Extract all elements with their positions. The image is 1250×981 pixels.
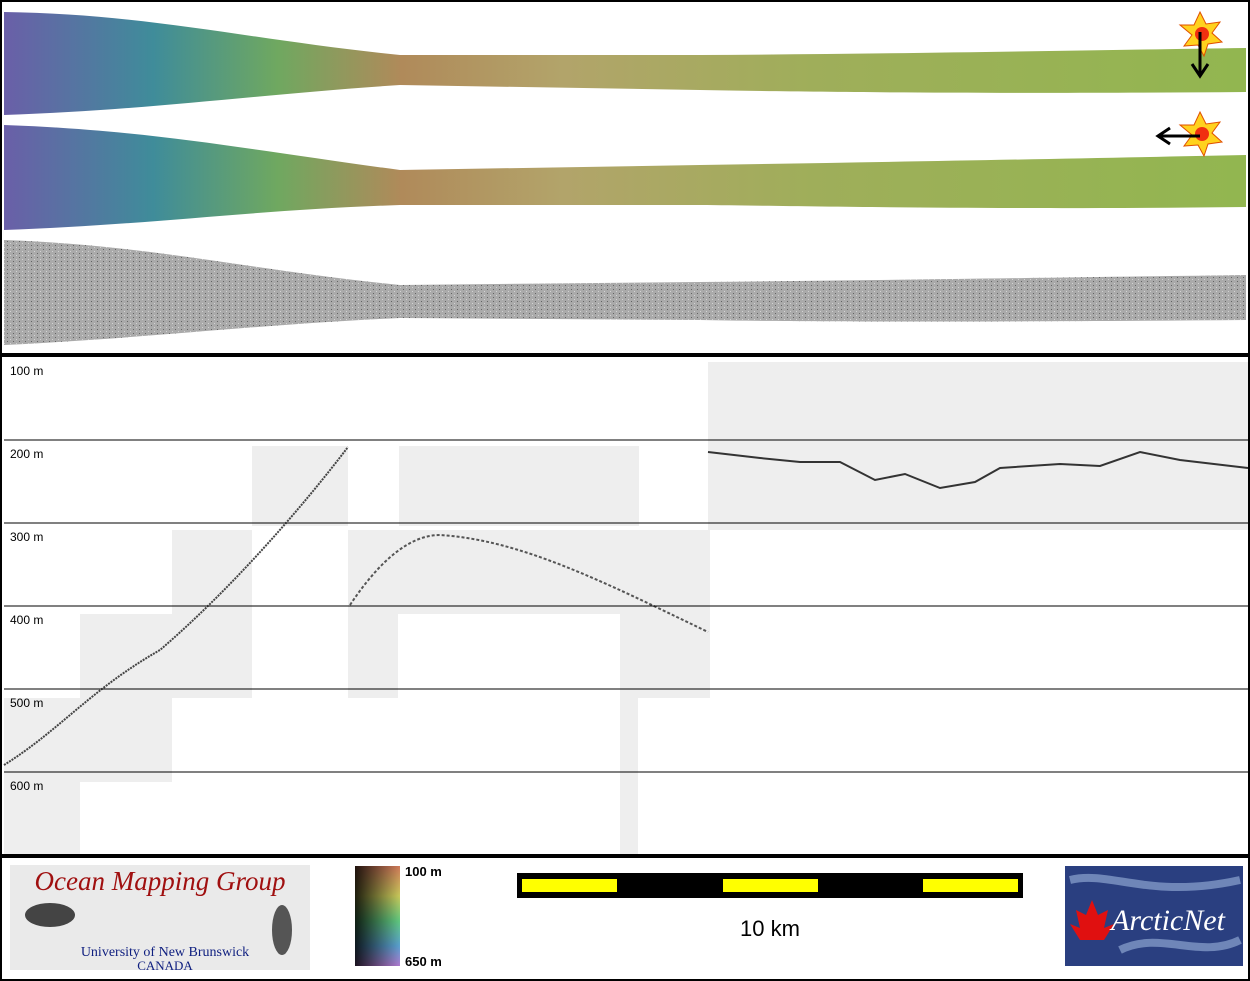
depth-label: 500 m — [10, 696, 43, 710]
echogram — [3, 362, 1249, 854]
logo-title: Ocean Mapping Group — [35, 866, 286, 896]
backscatter-texture — [4, 240, 1246, 345]
arcticnet-logo: ArcticNet — [1065, 866, 1243, 966]
colorbar: 100 m 650 m — [355, 864, 442, 969]
sun-icon — [1178, 10, 1224, 79]
seafloor-trace — [349, 533, 709, 633]
divider — [0, 854, 1250, 858]
colorbar-label: 650 m — [405, 954, 442, 969]
colorbar-label: 100 m — [405, 864, 442, 879]
bathymetry-swath — [4, 125, 1246, 230]
depth-label: 200 m — [10, 447, 43, 461]
omg-logo: Ocean Mapping Group University of New Br… — [10, 865, 310, 973]
seafloor-trace — [707, 450, 1249, 490]
logo-title: ArcticNet — [1109, 904, 1226, 937]
scale-bar: 10 km — [517, 873, 1023, 941]
depth-label: 100 m — [10, 364, 43, 378]
logo-text: CANADA — [137, 958, 193, 973]
divider — [0, 353, 1250, 357]
depth-label: 400 m — [10, 613, 43, 627]
scale-label: 10 km — [740, 916, 800, 941]
depth-label: 300 m — [10, 530, 43, 544]
sun-icon — [1155, 110, 1224, 158]
data-windows — [4, 362, 1248, 854]
logo-text: University of New Brunswick — [81, 945, 249, 960]
seafloor-trace — [3, 446, 349, 766]
depth-label: 600 m — [10, 779, 43, 793]
bathymetry-swath — [4, 12, 1246, 115]
